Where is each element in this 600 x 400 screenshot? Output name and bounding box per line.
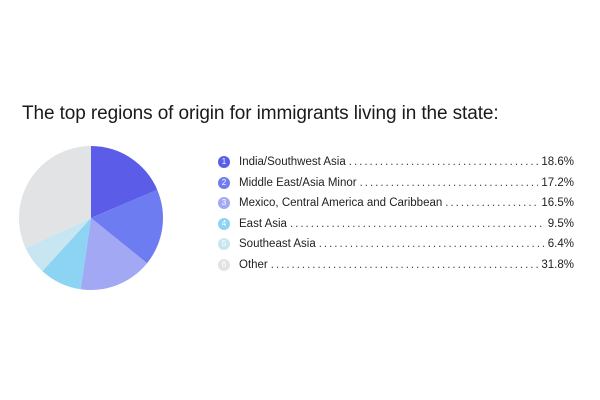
legend-label: East Asia bbox=[239, 217, 287, 230]
legend-marker: 2 bbox=[218, 176, 230, 189]
legend-label: India/Southwest Asia bbox=[239, 156, 346, 169]
leader-dots bbox=[290, 218, 545, 230]
legend-marker: 4 bbox=[218, 217, 230, 230]
legend-value: 6.4% bbox=[547, 238, 574, 251]
legend-item-2: 2 Middle East/Asia Minor 17.2% bbox=[218, 173, 574, 194]
chart-title: The top regions of origin for immigrants… bbox=[22, 103, 499, 124]
legend-item-5: 5 Southeast Asia 6.4% bbox=[218, 234, 574, 255]
legend-marker: 5 bbox=[218, 238, 230, 251]
legend-label: Mexico, Central America and Caribbean bbox=[239, 197, 443, 210]
pie-slice-4 bbox=[42, 218, 91, 290]
legend: 1 India/Southwest Asia 18.6% 2 Middle East/A… bbox=[218, 152, 574, 275]
leader-dots bbox=[360, 177, 539, 189]
legend-value: 17.2% bbox=[541, 176, 574, 189]
pie-slice-2 bbox=[91, 189, 163, 264]
legend-value: 9.5% bbox=[547, 217, 574, 230]
legend-value: 16.5% bbox=[541, 197, 574, 210]
legend-value: 18.6% bbox=[541, 156, 574, 169]
leader-dots bbox=[445, 197, 538, 209]
legend-value: 31.8% bbox=[541, 258, 574, 271]
legend-item-4: 4 East Asia 9.5% bbox=[218, 214, 574, 235]
pie-slice-1 bbox=[91, 146, 158, 218]
legend-marker: 3 bbox=[218, 197, 230, 210]
legend-item-1: 1 India/Southwest Asia 18.6% bbox=[218, 152, 574, 173]
legend-item-3: 3 Mexico, Central America and Caribbean 16… bbox=[218, 193, 574, 214]
leader-dots bbox=[349, 156, 539, 168]
pie-slice-3 bbox=[80, 218, 148, 290]
leader-dots bbox=[271, 259, 539, 271]
pie-slice-6 bbox=[19, 146, 91, 248]
leader-dots bbox=[319, 238, 545, 250]
legend-label: Other bbox=[239, 258, 268, 271]
pie-slice-5 bbox=[25, 218, 92, 272]
legend-label: Middle East/Asia Minor bbox=[239, 176, 357, 189]
legend-marker: 1 bbox=[218, 156, 230, 169]
legend-label: Southeast Asia bbox=[239, 238, 316, 251]
legend-marker: 6 bbox=[218, 258, 230, 271]
legend-item-6: 6 Other 31.8% bbox=[218, 255, 574, 276]
